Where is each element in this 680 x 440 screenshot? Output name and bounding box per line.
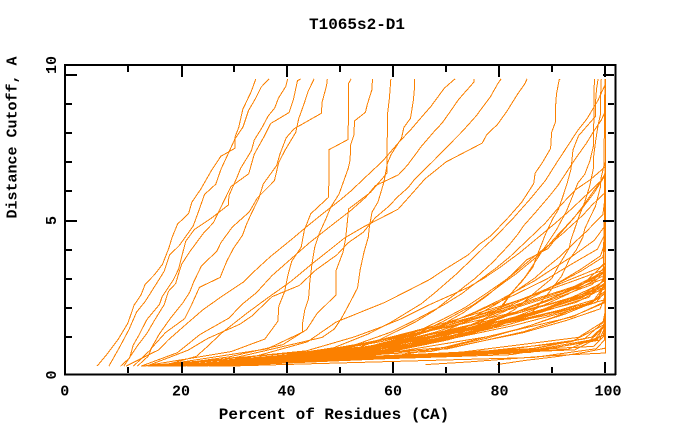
svg-text:0: 0 xyxy=(44,370,61,379)
svg-text:20: 20 xyxy=(172,384,190,401)
svg-text:0: 0 xyxy=(60,384,69,401)
svg-text:60: 60 xyxy=(384,384,402,401)
svg-text:5: 5 xyxy=(44,216,61,225)
svg-text:100: 100 xyxy=(594,384,621,401)
svg-text:10: 10 xyxy=(44,56,61,74)
svg-text:40: 40 xyxy=(277,384,295,401)
svg-text:Percent of Residues (CA): Percent of Residues (CA) xyxy=(219,406,449,424)
svg-text:Distance Cutoff, A: Distance Cutoff, A xyxy=(5,56,22,218)
svg-text:80: 80 xyxy=(490,384,508,401)
svg-text:T1065s2-D1: T1065s2-D1 xyxy=(309,16,405,34)
